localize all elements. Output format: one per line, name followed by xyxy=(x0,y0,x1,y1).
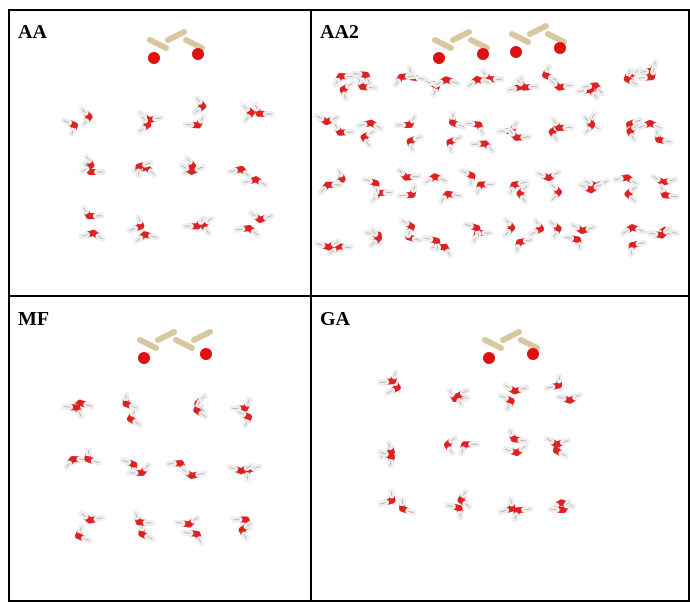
oxygen xyxy=(554,42,566,54)
oxygen xyxy=(477,48,489,60)
oxygen xyxy=(527,348,539,360)
oxygen xyxy=(138,352,150,364)
frame xyxy=(9,10,689,601)
oxygen xyxy=(192,48,204,60)
panel-label: GA xyxy=(320,308,351,330)
oxygen xyxy=(200,348,212,360)
oxygen xyxy=(483,352,495,364)
oxygen xyxy=(510,46,522,58)
panel-label: AA xyxy=(18,21,47,43)
oxygen xyxy=(433,52,445,64)
panel-label: MF xyxy=(18,308,49,330)
oxygen xyxy=(148,52,160,64)
panel-label: AA2 xyxy=(320,21,359,43)
figure: AA AA2 MF GA xyxy=(0,0,690,602)
